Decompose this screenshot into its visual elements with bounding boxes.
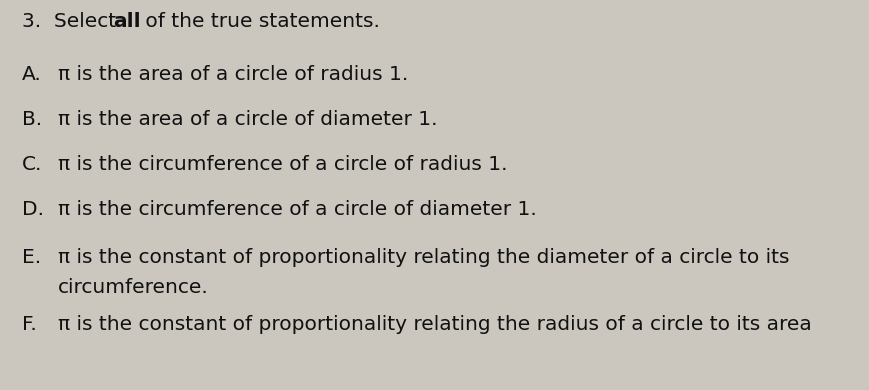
Text: π is the constant of proportionality relating the radius of a circle to its area: π is the constant of proportionality rel…	[58, 315, 812, 334]
Text: C.: C.	[22, 155, 43, 174]
Text: D.: D.	[22, 200, 44, 219]
Text: A.: A.	[22, 65, 42, 84]
Text: B.: B.	[22, 110, 42, 129]
Text: π is the area of a circle of diameter 1.: π is the area of a circle of diameter 1.	[58, 110, 437, 129]
Text: π is the constant of proportionality relating the diameter of a circle to its: π is the constant of proportionality rel…	[58, 248, 790, 267]
Text: π is the circumference of a circle of diameter 1.: π is the circumference of a circle of di…	[58, 200, 537, 219]
Text: π is the area of a circle of radius 1.: π is the area of a circle of radius 1.	[58, 65, 408, 84]
Text: F.: F.	[22, 315, 36, 334]
Text: E.: E.	[22, 248, 41, 267]
Text: all: all	[113, 12, 141, 31]
Text: circumference.: circumference.	[58, 278, 209, 298]
Text: of the true statements.: of the true statements.	[139, 12, 381, 31]
Text: 3.  Select: 3. Select	[22, 12, 123, 31]
Text: π is the circumference of a circle of radius 1.: π is the circumference of a circle of ra…	[58, 155, 507, 174]
